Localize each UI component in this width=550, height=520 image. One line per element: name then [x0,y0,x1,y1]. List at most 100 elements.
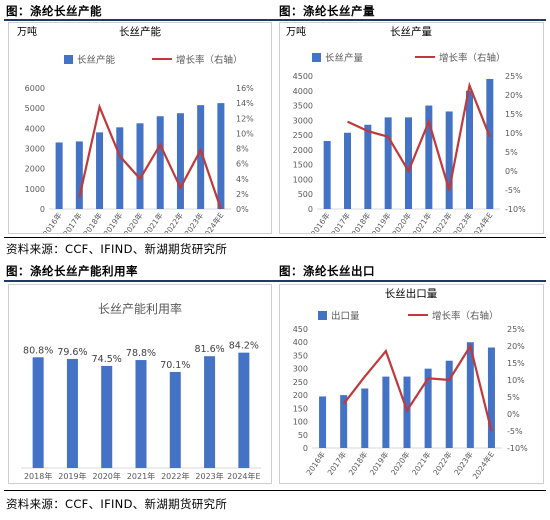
chart4-xtick: 2022年 [430,449,454,477]
chart4-bar [424,368,432,448]
chart2-ytick-right: 10% [505,129,523,138]
chart2-ytick-left: 4500 [293,72,313,81]
chart3-bar [66,358,78,468]
chart4-growth-line [342,343,493,432]
chart4-ytick-left: 0 [303,444,308,453]
chart2-ytick-right: 25% [505,72,523,81]
chart3-bar [204,356,216,468]
chart3-xtick: 2022年 [161,471,189,481]
chart1-ytick-right: 2% [236,190,249,199]
chart4-xtick: 2020年 [388,449,412,477]
chart2-xtick: 2020年 [390,210,414,233]
chart4-xtick: 2018年 [346,449,370,477]
chart4-ytick-right: 25% [507,325,525,334]
chart4-title: 长丝出口量 [385,287,438,300]
chart2-xtick: 2021年 [410,210,434,233]
chart3-svg: 长丝产能利用率 80.8% 2018年 79.6% 2019年 74.5% 2020年 78.… [21,301,261,481]
chart2-ytick-left: 2500 [293,131,313,140]
chart1-xtick: 2017年 [61,210,85,233]
chart3-data-label: 70.1% [160,360,190,371]
chart4-ytick-left: 50 [298,431,308,440]
chart2-title: 长丝产量 [390,25,432,38]
chart3-xtick: 2023年 [195,471,223,481]
chart3-data-label: 79.6% [57,347,87,358]
chart2-bar [445,111,453,209]
chart1-bar [217,103,225,209]
chart1-figure-title: 图：涤纶长丝产能 [6,4,102,18]
chart3-title: 长丝产能利用率 [98,301,182,316]
chart2-ytick-left: 2000 [293,146,313,155]
chart2-unit-label: 万吨 [286,25,306,38]
chart2-bar [486,78,494,209]
chart1-ytick-right: 16% [236,84,254,93]
chart1-ytick-left: 6000 [25,84,45,93]
source-rule-bottom [4,490,546,491]
chart4-ytick-left: 300 [293,365,308,374]
chart2-ytick-left: 1000 [293,175,313,184]
chart3-panel: 长丝产能利用率 80.8% 2018年 79.6% 2019年 74.5% 2020年 78.… [8,284,272,484]
chart2-xtick: 2024年E [468,210,494,233]
chart3-bar [101,365,113,468]
source-note-bottom: 资料来源：CCF、IFIND、新湖期货研究所 [6,497,228,511]
chart1-bar [136,123,144,209]
chart2-ytick-right: -10% [505,205,526,214]
chart2-bar [466,90,473,209]
source-note-top: 资料来源：CCF、IFIND、新湖期货研究所 [6,242,228,256]
chart4-ytick-right: -10% [507,444,528,453]
chart3-xtick: 2020年 [93,471,121,481]
chart1-xtick: 2021年 [141,210,165,233]
chart4-ytick-left: 350 [293,351,308,360]
chart2-xtick: 2018年 [349,210,373,233]
chart2-xtick: 2022年 [430,210,454,233]
chart2-bar [384,117,392,209]
chart4-bar [319,396,327,448]
chart2-bar [323,141,331,209]
chart3-bar [135,360,147,468]
chart3-bar [169,371,181,468]
chart4-bar [361,388,369,448]
chart1-ytick-right: 6% [236,160,249,169]
chart1-xtick: 2024年E [199,210,225,233]
chart4-xtick: 2019年 [367,449,391,477]
chart2-legend-line-label: 增长率（右轴） [439,52,506,64]
chart1-ytick-right: 12% [236,114,254,123]
source-rule-top [4,237,546,238]
chart4-ytick-right: -5% [507,427,523,436]
chart1-bar [197,105,205,209]
chart3-xtick: 2019年 [58,471,86,481]
chart4-bar [445,360,453,448]
chart2-bar [405,117,412,209]
chart2-xtick: 2019年 [369,210,393,233]
chart4-ytick-left: 200 [293,391,308,400]
chart1-bar [96,132,104,209]
chart1-bar [156,116,164,209]
chart2-ytick-left: 0 [308,205,313,214]
chart3-xtick: 2024年E [227,471,260,481]
chart1-bar [75,141,83,209]
top-rule [4,19,546,21]
chart4-legend-bar-swatch [318,311,327,320]
chart3-xtick: 2021年 [127,471,155,481]
chart2-figure-title: 图：涤纶长丝产量 [279,4,375,18]
chart1-bar [116,127,124,209]
chart4-legend-bar-label: 出口量 [331,310,360,322]
chart4-xtick: 2016年 [304,449,328,477]
chart1-ytick-left: 2000 [25,165,45,174]
chart4-xtick: 2024年E [470,449,496,481]
chart4-ytick-left: 150 [293,404,308,413]
chart3-figure-title: 图：涤纶长丝产能利用率 [6,264,138,278]
chart1-ytick-right: 14% [236,99,254,108]
chart1-xtick: 2019年 [101,210,125,233]
chart4-bar [340,395,348,448]
chart2-growth-line [347,81,491,191]
chart1-xtick: 2023年 [182,210,206,233]
chart4-ytick-left: 100 [293,418,308,427]
chart1-bar [55,142,63,209]
chart4-ytick-left: 450 [293,325,308,334]
chart1-legend-bar-swatch [64,55,73,64]
chart2-xtick: 2023年 [451,210,475,233]
chart4-ytick-left: 400 [293,338,308,347]
chart2-bar [344,132,351,209]
